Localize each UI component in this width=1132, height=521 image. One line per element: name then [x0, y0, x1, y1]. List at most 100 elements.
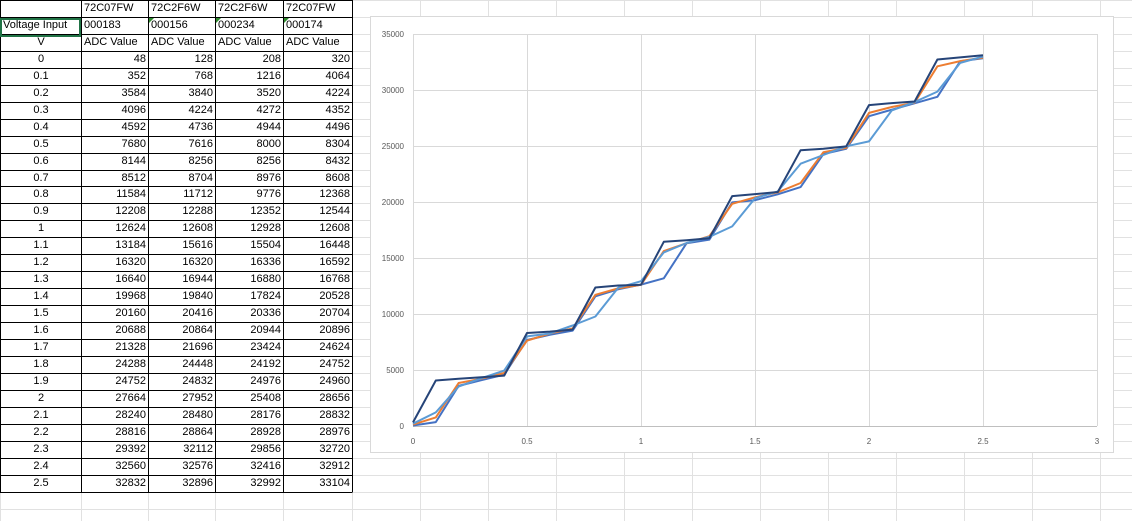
voltage-cell[interactable]: 1.5 [33, 307, 49, 319]
adc-value-header-cell[interactable]: ADC Value [218, 36, 272, 48]
chart-area[interactable]: 0 5000 10000 15000 20000 25000 30000 35000 0 0.5 1… [370, 16, 1114, 453]
adc-value-cell[interactable]: 27664 [115, 392, 146, 404]
voltage-cell[interactable]: 0.1 [33, 70, 49, 82]
adc-value-cell[interactable]: 16320 [182, 256, 213, 268]
adc-value-cell[interactable]: 32416 [250, 460, 281, 472]
adc-value-cell[interactable]: 28480 [182, 409, 213, 421]
voltage-cell[interactable]: 0.2 [33, 87, 49, 99]
adc-value-cell[interactable]: 11584 [116, 188, 146, 200]
adc-value-cell[interactable]: 128 [194, 53, 213, 65]
adc-value-cell[interactable]: 16592 [319, 256, 350, 268]
device-id-cell[interactable]: 72C07FW [286, 2, 336, 14]
adc-value-cell[interactable]: 21328 [115, 341, 146, 353]
voltage-cell[interactable]: 0.7 [33, 172, 49, 184]
adc-value-cell[interactable]: 29856 [250, 443, 281, 455]
voltage-cell[interactable]: 0.6 [33, 155, 49, 167]
voltage-cell[interactable]: 2.4 [33, 460, 49, 472]
device-id-cell[interactable]: 72C2F6W [218, 2, 268, 14]
adc-value-cell[interactable]: 32720 [319, 443, 350, 455]
adc-value-cell[interactable]: 4944 [256, 121, 281, 133]
adc-value-cell[interactable]: 8256 [188, 155, 213, 167]
adc-value-cell[interactable]: 768 [194, 70, 213, 82]
voltage-cell[interactable]: 2 [37, 392, 45, 404]
adc-value-cell[interactable]: 16336 [250, 256, 281, 268]
adc-value-cell[interactable]: 11712 [183, 188, 213, 200]
adc-value-cell[interactable]: 8000 [256, 138, 281, 150]
adc-value-cell[interactable]: 12352 [250, 205, 281, 217]
voltage-cell[interactable]: 1.4 [33, 290, 49, 302]
adc-value-cell[interactable]: 16944 [182, 273, 213, 285]
adc-value-cell[interactable]: 12368 [319, 188, 350, 200]
voltage-cell[interactable]: 1.1 [33, 239, 49, 251]
adc-value-cell[interactable]: 16448 [319, 239, 350, 251]
adc-value-cell[interactable]: 12288 [182, 205, 213, 217]
adc-value-cell[interactable]: 8304 [325, 138, 350, 150]
voltage-cell[interactable]: 0.4 [33, 121, 49, 133]
serial-number-cell[interactable]: 000234 [218, 19, 255, 31]
adc-value-cell[interactable]: 32992 [250, 477, 281, 489]
adc-value-header-cell[interactable]: ADC Value [151, 36, 205, 48]
adc-value-cell[interactable]: 32560 [115, 460, 146, 472]
adc-value-cell[interactable]: 16320 [115, 256, 146, 268]
adc-value-cell[interactable]: 8608 [325, 172, 350, 184]
adc-value-cell[interactable]: 17824 [250, 290, 281, 302]
adc-value-cell[interactable]: 1216 [256, 70, 281, 82]
serial-number-cell[interactable]: 000174 [286, 19, 323, 31]
adc-value-cell[interactable]: 12208 [115, 205, 146, 217]
adc-value-cell[interactable]: 352 [127, 70, 146, 82]
adc-value-cell[interactable]: 12608 [182, 222, 213, 234]
adc-value-header-cell[interactable]: ADC Value [286, 36, 340, 48]
adc-value-cell[interactable]: 7616 [188, 138, 213, 150]
adc-value-cell[interactable]: 25408 [250, 392, 281, 404]
voltage-cell[interactable]: 1.3 [33, 273, 49, 285]
adc-value-cell[interactable]: 24624 [319, 341, 350, 353]
voltage-cell[interactable]: 2.3 [33, 443, 49, 455]
adc-value-cell[interactable]: 16640 [115, 273, 146, 285]
adc-value-cell[interactable]: 12928 [250, 222, 281, 234]
serial-number-cell[interactable]: 000183 [84, 19, 121, 31]
adc-value-cell[interactable]: 21696 [182, 341, 213, 353]
adc-value-cell[interactable]: 15504 [250, 239, 281, 251]
adc-value-cell[interactable]: 9776 [256, 188, 281, 200]
adc-value-cell[interactable]: 8976 [256, 172, 281, 184]
adc-value-cell[interactable]: 4496 [325, 121, 350, 133]
voltage-cell[interactable]: 2.5 [33, 477, 49, 489]
adc-value-cell[interactable]: 23424 [250, 341, 281, 353]
voltage-cell[interactable]: 0.5 [33, 138, 49, 150]
voltage-cell[interactable]: 2.1 [33, 409, 49, 421]
adc-value-cell[interactable]: 16880 [250, 273, 281, 285]
adc-value-cell[interactable]: 19968 [115, 290, 146, 302]
adc-value-cell[interactable]: 8512 [121, 172, 146, 184]
adc-value-cell[interactable]: 32912 [319, 460, 350, 472]
adc-value-cell[interactable]: 48 [133, 53, 146, 65]
adc-value-cell[interactable]: 28976 [319, 426, 350, 438]
adc-value-cell[interactable]: 7680 [121, 138, 146, 150]
voltage-cell[interactable]: 0 [37, 53, 45, 65]
device-id-cell[interactable]: 72C2F6W [151, 2, 201, 14]
voltage-input-label-cell[interactable]: Voltage Input [3, 19, 68, 31]
adc-value-cell[interactable]: 4592 [121, 121, 146, 133]
adc-value-cell[interactable]: 32896 [182, 477, 213, 489]
adc-value-cell[interactable]: 12624 [115, 222, 146, 234]
voltage-cell[interactable]: 1.2 [33, 256, 49, 268]
adc-value-cell[interactable]: 33104 [319, 477, 350, 489]
adc-value-cell[interactable]: 4224 [188, 104, 213, 116]
voltage-cell[interactable]: 0.3 [33, 104, 49, 116]
adc-value-cell[interactable]: 24752 [319, 358, 350, 370]
voltage-cell[interactable]: 0.9 [33, 205, 49, 217]
adc-value-cell[interactable]: 20704 [319, 307, 350, 319]
adc-value-cell[interactable]: 24752 [115, 375, 146, 387]
voltage-cell[interactable]: 1 [37, 222, 45, 234]
adc-value-cell[interactable]: 24192 [250, 358, 281, 370]
voltage-cell[interactable]: 1.7 [33, 341, 49, 353]
adc-value-cell[interactable]: 20336 [250, 307, 281, 319]
adc-value-cell[interactable]: 20160 [115, 307, 146, 319]
adc-value-cell[interactable]: 28928 [250, 426, 281, 438]
voltage-cell[interactable]: 0.8 [33, 188, 49, 200]
voltage-cell[interactable]: 1.9 [33, 375, 49, 387]
adc-value-cell[interactable]: 12608 [319, 222, 350, 234]
adc-value-header-cell[interactable]: ADC Value [84, 36, 138, 48]
adc-value-cell[interactable]: 32832 [115, 477, 146, 489]
adc-value-cell[interactable]: 320 [331, 53, 350, 65]
adc-value-cell[interactable]: 20528 [319, 290, 350, 302]
